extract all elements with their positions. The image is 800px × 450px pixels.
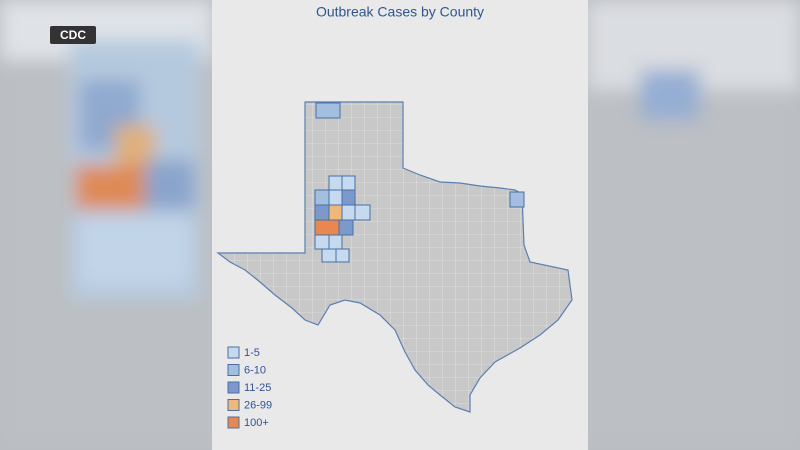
county <box>314 219 340 236</box>
county <box>509 191 525 208</box>
legend-label: 1-5 <box>244 347 260 359</box>
county <box>341 175 356 191</box>
badge <box>50 26 96 44</box>
legend-swatch <box>227 364 240 376</box>
county <box>354 204 371 221</box>
county <box>314 234 330 250</box>
legend: 1-5 6-10 11-25 26-99 100+ <box>227 346 272 429</box>
county <box>321 248 337 263</box>
county <box>328 175 343 191</box>
county <box>341 189 356 206</box>
county <box>328 204 343 221</box>
badge-label: CDC <box>60 28 86 42</box>
legend-label: 6-10 <box>244 364 266 376</box>
county <box>315 102 341 119</box>
legend-swatch <box>227 346 240 359</box>
county <box>314 204 330 221</box>
map-title: Outbreak Cases by County <box>316 4 484 20</box>
county <box>341 204 356 221</box>
highlighted-counties <box>314 102 525 263</box>
legend-label: 11-25 <box>244 382 271 394</box>
legend-label: 100+ <box>244 417 269 429</box>
county <box>328 234 343 250</box>
county <box>328 189 343 206</box>
legend-swatch <box>227 416 240 429</box>
county <box>314 189 330 206</box>
county <box>335 248 350 263</box>
legend-swatch <box>227 381 240 394</box>
legend-swatch <box>227 399 240 411</box>
legend-label: 26-99 <box>244 399 272 411</box>
county <box>338 219 354 236</box>
